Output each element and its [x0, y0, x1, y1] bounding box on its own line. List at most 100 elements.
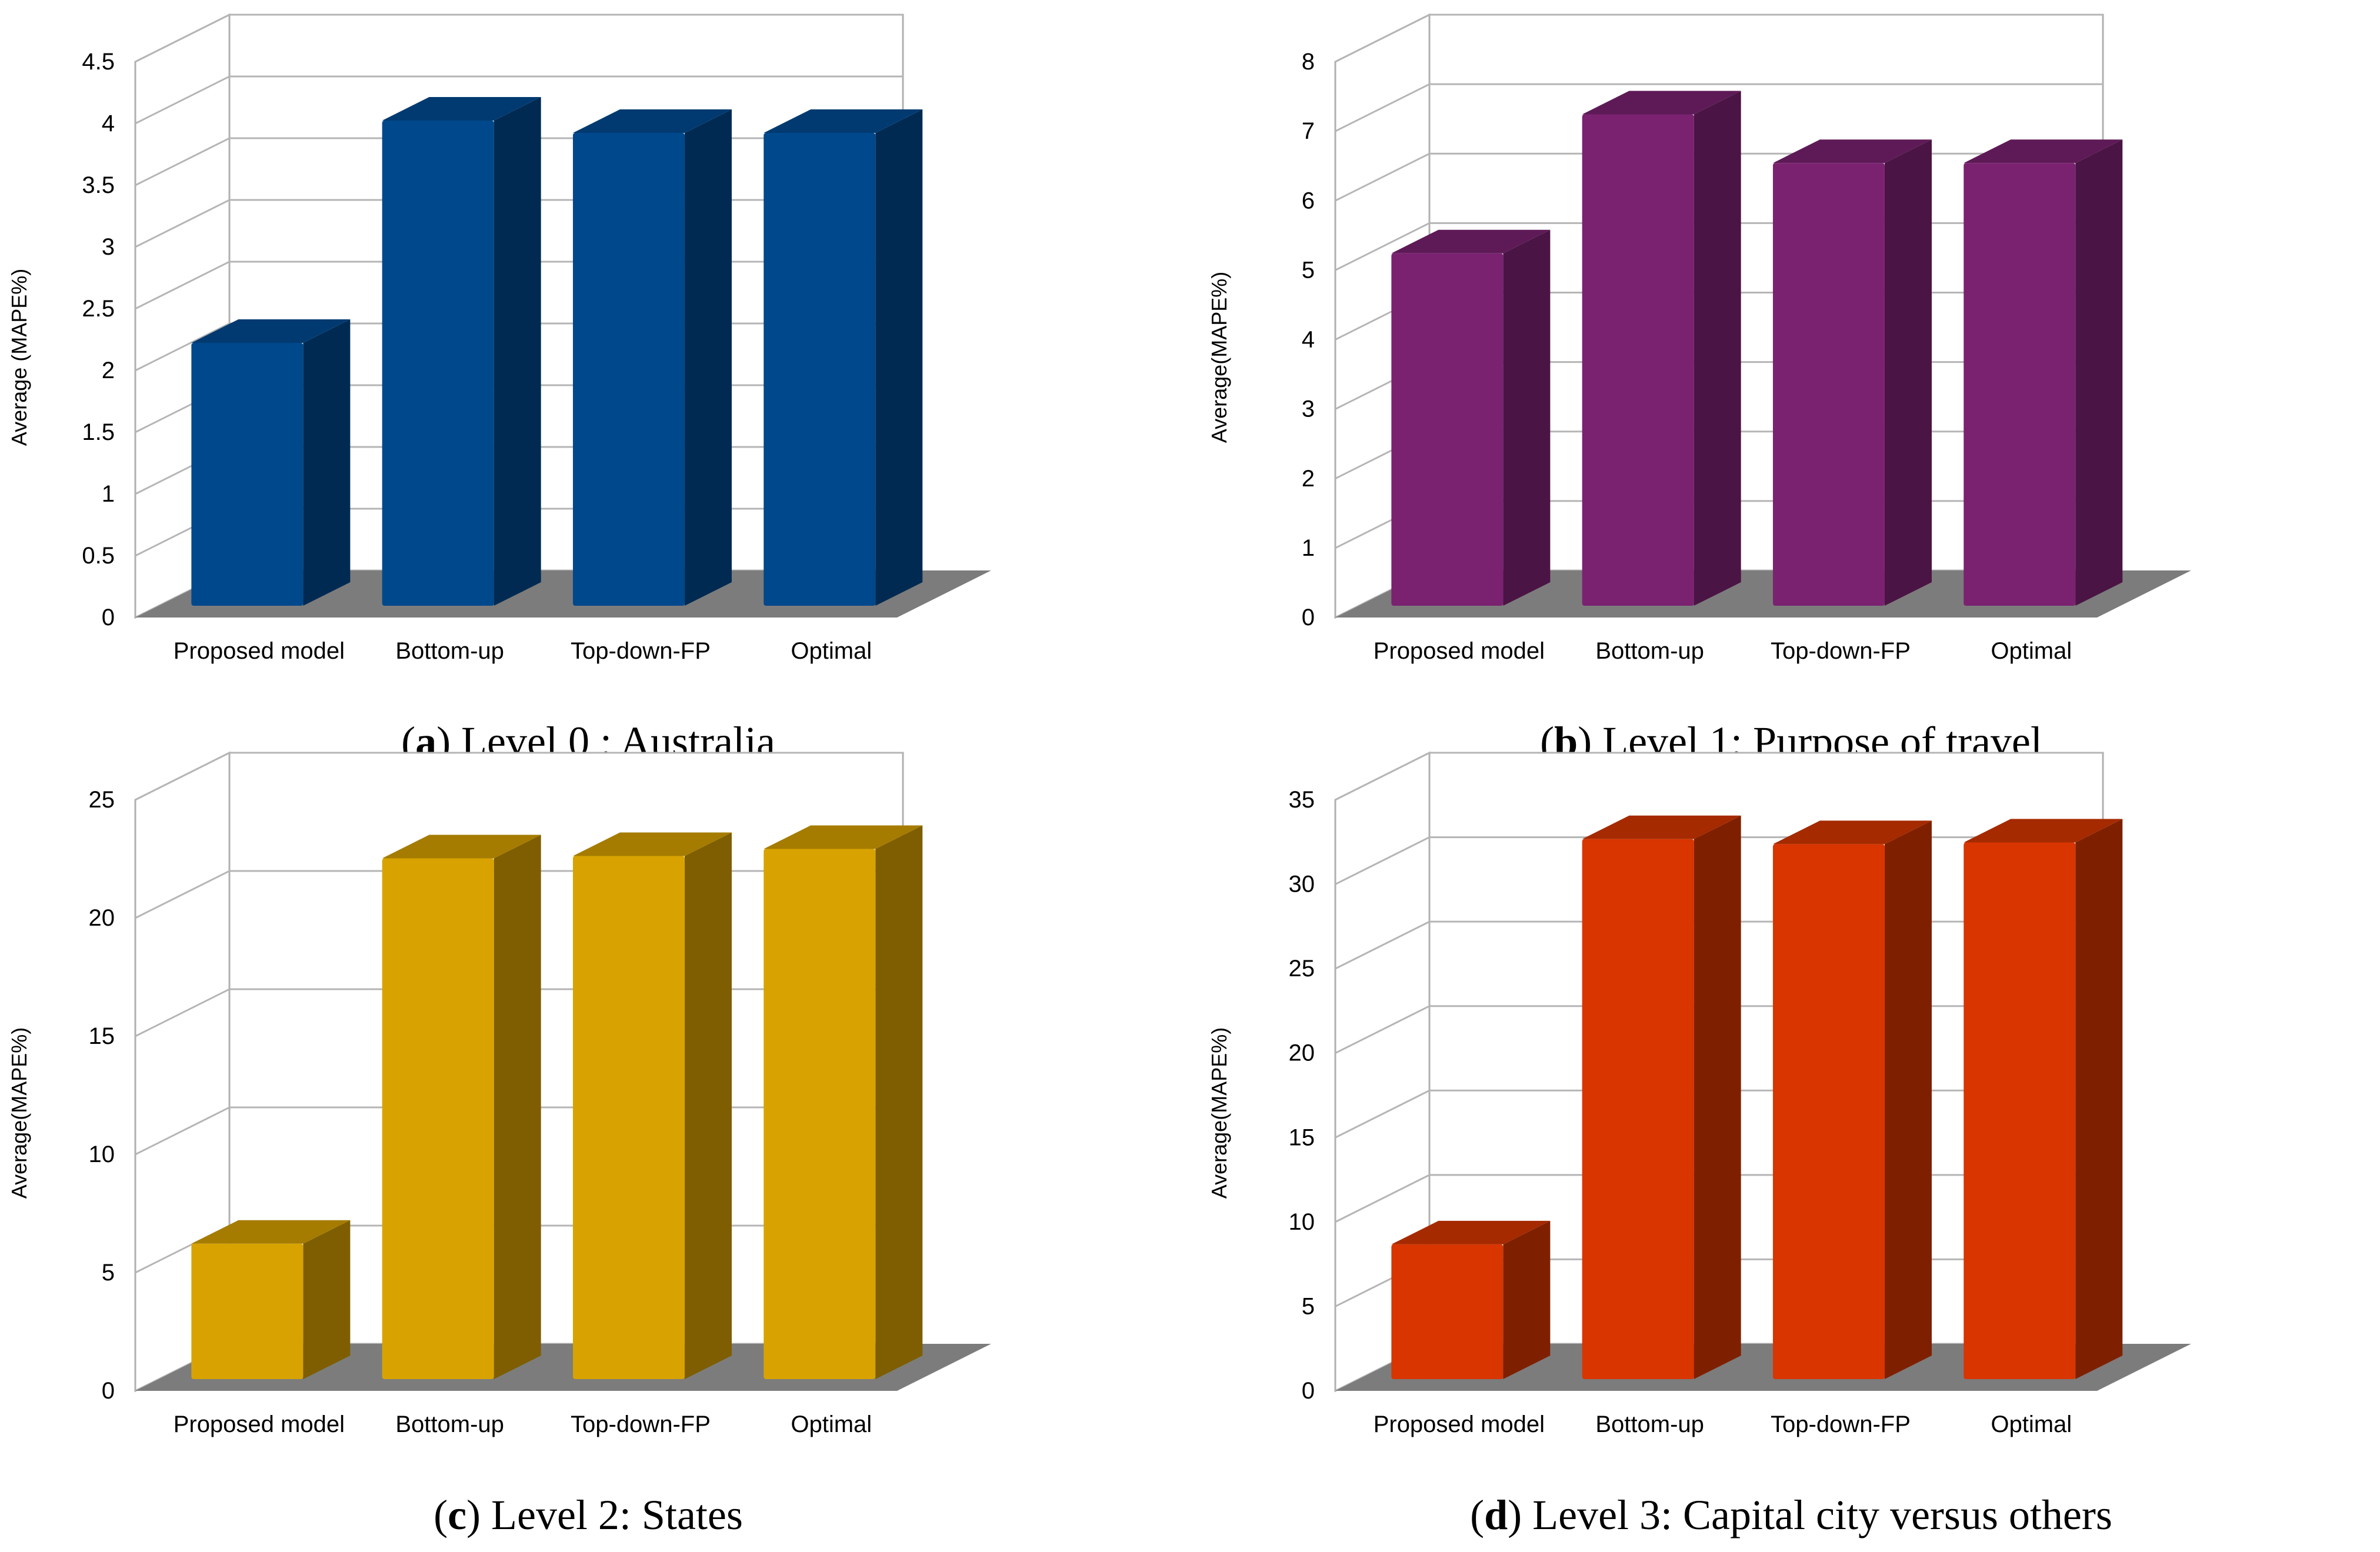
bar — [382, 835, 541, 1379]
bar — [1964, 819, 2123, 1379]
bar — [572, 832, 732, 1379]
x-tick-label: Optimal — [791, 1411, 872, 1437]
bar-top — [1582, 91, 1741, 115]
y-tick-label: 2 — [102, 358, 115, 383]
panel-letter: d — [1484, 1491, 1508, 1538]
plot-area: 0 5 10 15 20 25 Proposed model Bottom-up Top-dow… — [7, 751, 991, 1437]
bar — [191, 319, 351, 606]
x-tick-label: Top-down-FP — [1771, 638, 1911, 664]
bar-front — [572, 133, 685, 606]
bar-front — [1964, 842, 2076, 1379]
plot-area: 0 0.5 1 1.5 2 2.5 3 3.5 4 4.5 Proposed model Bottom… — [7, 13, 991, 664]
bar-side — [875, 825, 923, 1379]
bar-top — [572, 109, 732, 133]
y-tick-label: 5 — [102, 1260, 115, 1286]
gridline — [1335, 14, 2103, 63]
bar-front — [191, 1243, 304, 1379]
x-tick-label: Optimal — [1991, 638, 2072, 664]
y-tick-label: 8 — [1302, 49, 1315, 75]
y-tick-label: 0.5 — [82, 543, 115, 569]
bar-top — [764, 825, 923, 849]
y-tick-label: 0 — [1302, 605, 1315, 630]
bar-top — [764, 109, 923, 133]
bar-side — [303, 1220, 351, 1379]
y-tick-label: 4.5 — [82, 49, 115, 75]
bar-side — [1694, 91, 1741, 606]
y-tick-label: 3 — [102, 234, 115, 260]
panel-letter: c — [448, 1491, 467, 1538]
bar-side — [1503, 1220, 1551, 1379]
y-axis-label: Average(MAPE%) — [1207, 1027, 1231, 1199]
bar-side — [1503, 229, 1551, 606]
bar-front — [1391, 253, 1504, 606]
y-tick-label: 4 — [102, 111, 115, 136]
y-tick-label: 6 — [1302, 188, 1315, 213]
x-tick-label: Proposed model — [174, 638, 345, 664]
y-tick-label: 4 — [1302, 327, 1315, 353]
bar — [572, 109, 732, 606]
x-tick-label: Proposed model — [1374, 638, 1545, 664]
bar-top — [1582, 815, 1741, 839]
bar — [1582, 815, 1741, 1379]
bar-front — [764, 133, 876, 606]
y-tick-label: 0 — [102, 1378, 115, 1404]
y-axis-label: Average(MAPE%) — [7, 1027, 31, 1199]
gridline — [1335, 83, 2103, 132]
y-tick-label: 3.5 — [82, 172, 115, 198]
bar-front — [1772, 844, 1885, 1379]
x-tick-label: Bottom-up — [395, 638, 504, 664]
x-tick-label: Proposed model — [174, 1411, 345, 1437]
bar — [1964, 139, 2123, 606]
plot-area: 0 1 2 3 4 5 6 7 8 Proposed model Bottom-up Top-down… — [1207, 13, 2191, 664]
y-tick-label: 7 — [1302, 118, 1315, 144]
bar-top — [1391, 229, 1551, 253]
gridline — [135, 14, 903, 63]
bar-side — [1694, 815, 1741, 1379]
x-tick-label: Top-down-FP — [571, 638, 711, 664]
y-tick-label: 35 — [1289, 787, 1315, 813]
bar-side — [2075, 819, 2123, 1379]
bar — [382, 97, 541, 606]
bar-side — [684, 109, 732, 606]
bar-side — [684, 832, 732, 1379]
y-tick-label: 5 — [1302, 257, 1315, 283]
bar-top — [1964, 819, 2123, 843]
bar-top — [1772, 820, 1932, 845]
panel-caption: (c) Level 2: States — [434, 1491, 743, 1538]
y-tick-label: 1.5 — [82, 419, 115, 445]
bar-top — [1772, 139, 1932, 163]
bar-front — [572, 856, 685, 1379]
bar — [1772, 139, 1932, 606]
bar-side — [1884, 139, 1932, 606]
x-tick-label: Bottom-up — [1595, 1411, 1704, 1437]
bar — [1391, 229, 1551, 606]
gridline — [135, 75, 903, 125]
bar-top — [572, 832, 732, 856]
y-tick-label: 0 — [102, 605, 115, 630]
y-tick-label: 0 — [1302, 1378, 1315, 1404]
bar — [764, 825, 923, 1379]
x-tick-label: Optimal — [1991, 1411, 2072, 1437]
bar-side — [875, 109, 923, 606]
y-tick-label: 3 — [1302, 396, 1315, 422]
y-tick-label: 15 — [89, 1023, 115, 1049]
bar-front — [382, 858, 494, 1379]
y-tick-label: 1 — [102, 481, 115, 507]
y-axis-label: Average(MAPE%) — [1207, 272, 1231, 443]
y-tick-label: 10 — [1289, 1209, 1315, 1235]
x-tick-label: Top-down-FP — [1771, 1411, 1911, 1437]
bar-front — [1391, 1244, 1504, 1379]
bar-front — [1772, 163, 1885, 606]
bar — [1391, 1220, 1551, 1379]
bar-top — [382, 97, 541, 121]
x-tick-label: Bottom-up — [1595, 638, 1704, 664]
bar-top — [1391, 1220, 1551, 1244]
bar-top — [1964, 139, 2123, 163]
bar — [191, 1220, 351, 1379]
y-tick-label: 2 — [1302, 466, 1315, 492]
bar-front — [764, 849, 876, 1379]
